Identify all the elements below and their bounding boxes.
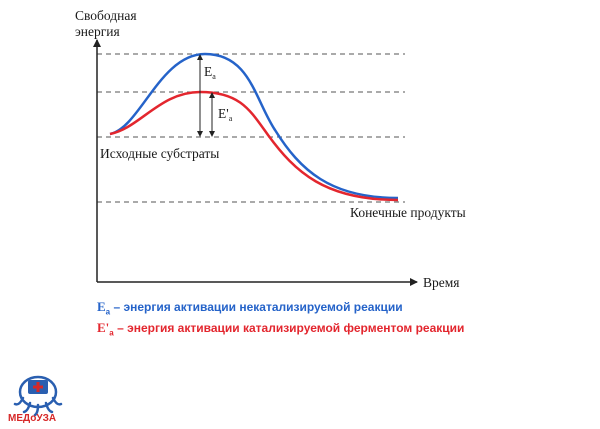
legend-blue-symbol: E [97,299,106,314]
legend-blue-sub: a [105,307,111,317]
ea-prime-label: E'a [218,106,233,123]
legend-red-text: – энергия активации катализируемой ферме… [113,321,465,335]
logo-text: МЕДоУЗА [8,413,56,424]
energy-diagram: Свободная энергия Время Исходные субстра… [75,8,466,290]
catalyzed-curve [109,90,399,202]
legend-catalyzed: E'a – энергия активации катализируемой ф… [97,320,464,337]
legend-blue-text: – энергия активации некатализируемой реа… [110,300,403,314]
y-axis-label-line1: Свободная [75,8,137,23]
products-label: Конечные продукты [350,205,466,220]
legend-red-symbol: E' [97,320,110,335]
legend-uncatalyzed: Ea – энергия активации некатализируемой … [97,299,403,316]
ea-label: Ea [204,64,216,81]
meduza-logo: МЕДоУЗА [8,375,63,424]
legend-red-sub: a [109,328,114,338]
x-axis-label: Время [423,275,460,290]
y-axis-label-line2: энергия [75,24,120,39]
uncatalyzed-curve [109,52,399,200]
substrates-label: Исходные субстраты [100,146,219,161]
